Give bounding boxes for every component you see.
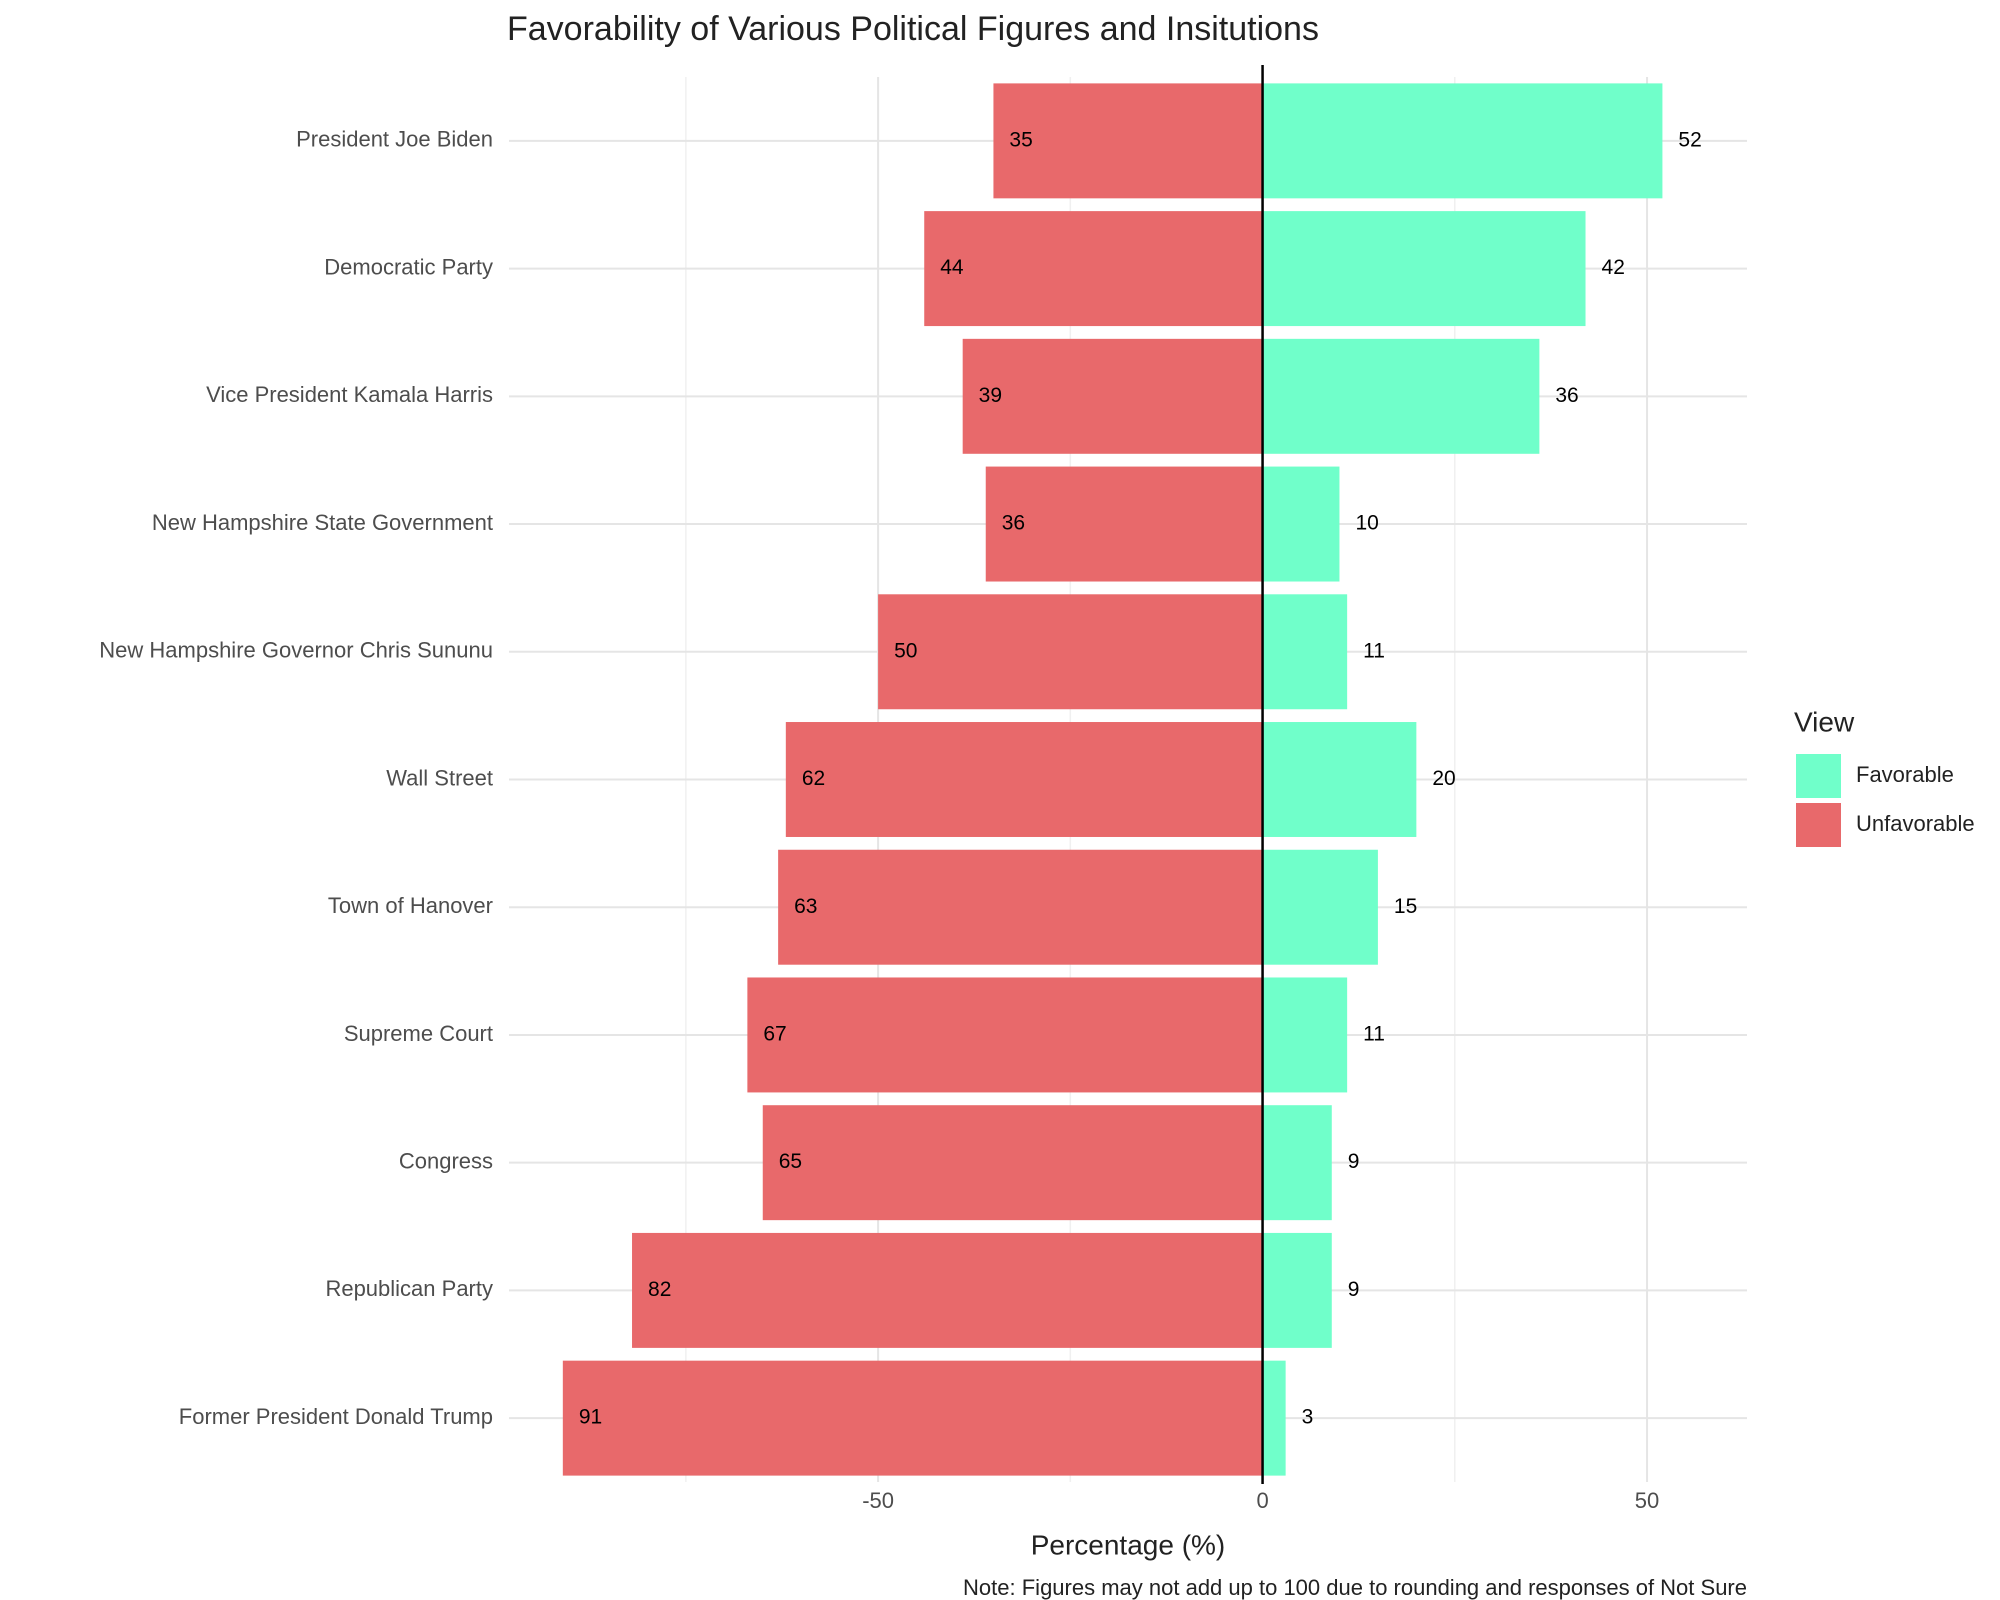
data-label: 50 [894, 639, 917, 662]
data-label: 63 [794, 895, 817, 918]
bar [778, 849, 1263, 965]
y-tick-label: Supreme Court [344, 1021, 493, 1046]
y-tick-label: Vice President Kamala Harris [206, 382, 493, 407]
y-tick-label: Wall Street [386, 765, 493, 790]
bar [993, 83, 1263, 199]
data-label: 3 [1302, 1406, 1314, 1429]
data-label: 9 [1348, 1150, 1360, 1173]
data-label: 10 [1355, 512, 1378, 535]
bar [878, 594, 1263, 710]
x-tick-label: 0 [1256, 1488, 1268, 1513]
y-tick-label: Democratic Party [324, 254, 493, 279]
bar [1262, 1360, 1286, 1476]
legend-swatch [1796, 803, 1841, 847]
legend-title: View [1794, 706, 1855, 737]
x-tick-label: 50 [1635, 1488, 1659, 1513]
bar [762, 1105, 1263, 1221]
chart-title: Favorability of Various Political Figure… [507, 10, 1319, 48]
legend-label: Unfavorable [1856, 811, 1975, 836]
bar [1262, 849, 1378, 965]
data-label: 39 [979, 384, 1002, 407]
data-label: 67 [763, 1023, 786, 1046]
x-axis-title: Percentage (%) [1031, 1529, 1226, 1560]
data-label: 65 [779, 1150, 802, 1173]
bar [1262, 1105, 1332, 1221]
bar [1262, 466, 1340, 582]
y-tick-label: New Hampshire Governor Chris Sununu [99, 638, 493, 663]
bar [562, 1360, 1263, 1476]
bar [785, 722, 1263, 837]
bar [1262, 722, 1417, 837]
x-tick-label: -50 [862, 1488, 894, 1513]
note: Note: Figures may not add up to 100 due … [963, 1575, 1747, 1600]
y-tick-label: President Joe Biden [296, 127, 493, 152]
data-label: 52 [1678, 128, 1701, 151]
data-label: 42 [1602, 256, 1625, 279]
data-label: 11 [1363, 639, 1385, 662]
data-label: 9 [1348, 1278, 1360, 1301]
bar [1262, 338, 1540, 454]
legend-swatch [1796, 754, 1841, 798]
data-label: 44 [940, 256, 964, 279]
bar [1262, 977, 1348, 1093]
bar [747, 977, 1263, 1093]
legend-label: Favorable [1856, 762, 1954, 787]
y-tick-label: Republican Party [325, 1276, 493, 1301]
bar [924, 211, 1263, 327]
y-tick-label: Former President Donald Trump [179, 1404, 493, 1429]
data-label: 35 [1009, 128, 1032, 151]
data-label: 36 [1002, 512, 1025, 535]
data-label: 82 [648, 1278, 671, 1301]
y-tick-label: Congress [399, 1148, 493, 1173]
bar [632, 1232, 1263, 1348]
data-label: 36 [1555, 384, 1578, 407]
y-tick-label: Town of Hanover [328, 893, 493, 918]
data-label: 20 [1432, 767, 1455, 790]
bar [1262, 83, 1663, 199]
data-label: 11 [1363, 1023, 1385, 1046]
data-label: 15 [1394, 895, 1417, 918]
bar [962, 338, 1263, 454]
bar [1262, 211, 1586, 327]
data-label: 91 [579, 1406, 602, 1429]
bar [1262, 594, 1348, 710]
y-tick-label: New Hampshire State Government [152, 510, 493, 535]
bar [985, 466, 1263, 582]
data-label: 62 [802, 767, 825, 790]
bar [1262, 1232, 1332, 1348]
